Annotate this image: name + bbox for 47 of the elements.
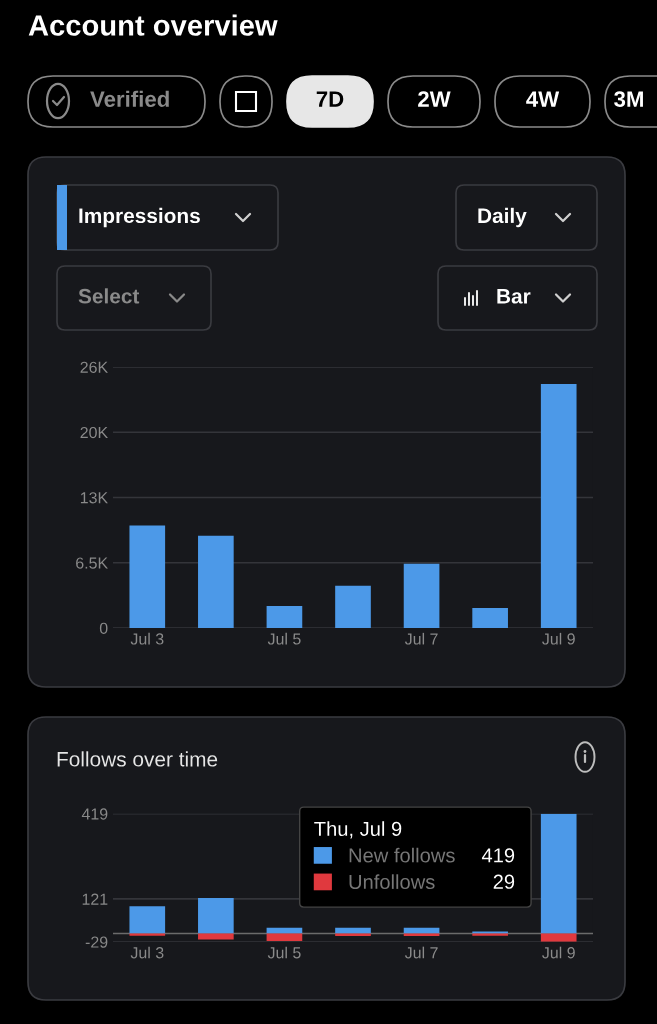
legend-label: New follows — [349, 847, 455, 863]
bar — [198, 898, 234, 934]
text: 2W — [418, 91, 451, 107]
x-tick-label: Jul 7 — [404, 632, 438, 645]
x-tick-label: Jul 9 — [542, 946, 575, 959]
text: Daily — [478, 207, 527, 228]
x-tick-label: Jul 5 — [267, 632, 301, 645]
bar — [266, 933, 303, 941]
bar — [403, 563, 440, 628]
bar — [540, 813, 577, 934]
text: Impressions — [79, 207, 200, 228]
bar — [198, 535, 234, 628]
bar — [198, 933, 234, 940]
annotation: 29 — [493, 874, 515, 889]
bar — [129, 525, 166, 628]
bar — [266, 927, 303, 934]
legend-title: Thu, Jul 9 — [314, 821, 402, 839]
text: Bar — [497, 289, 531, 304]
y-tick-label: 6.5K — [76, 557, 108, 569]
text: 4W — [526, 91, 560, 107]
x-tick-label: Jul 9 — [542, 632, 575, 645]
annotation: 419 — [481, 848, 515, 863]
y-tick-label: 13K — [80, 492, 108, 504]
text: 7D — [316, 91, 344, 107]
bar — [540, 384, 577, 628]
y-tick-label: 20K — [80, 426, 108, 439]
y-tick-label: 121 — [82, 893, 108, 905]
text: 3M — [614, 91, 643, 107]
bar — [335, 927, 371, 934]
chart-title: Follows over time — [57, 751, 218, 767]
x-tick-label: Jul 7 — [404, 946, 438, 959]
x-tick-label: Jul 3 — [130, 946, 164, 959]
text: Account overview — [28, 14, 278, 36]
x-tick-label: Jul 5 — [267, 946, 301, 959]
legend-label: Unfollows — [349, 874, 435, 890]
bar — [335, 585, 371, 628]
y-tick-label: 26K — [80, 361, 108, 373]
bar — [129, 906, 166, 934]
x-tick-label: Jul 3 — [130, 632, 164, 645]
y-tick-label: 419 — [81, 808, 108, 820]
text: Verified — [90, 90, 169, 107]
text: Select — [78, 288, 140, 304]
y-tick-label: 0 — [99, 622, 108, 634]
bar — [472, 607, 508, 628]
bar — [403, 927, 440, 934]
y-tick-label: -29 — [85, 936, 108, 948]
bar — [266, 605, 303, 628]
